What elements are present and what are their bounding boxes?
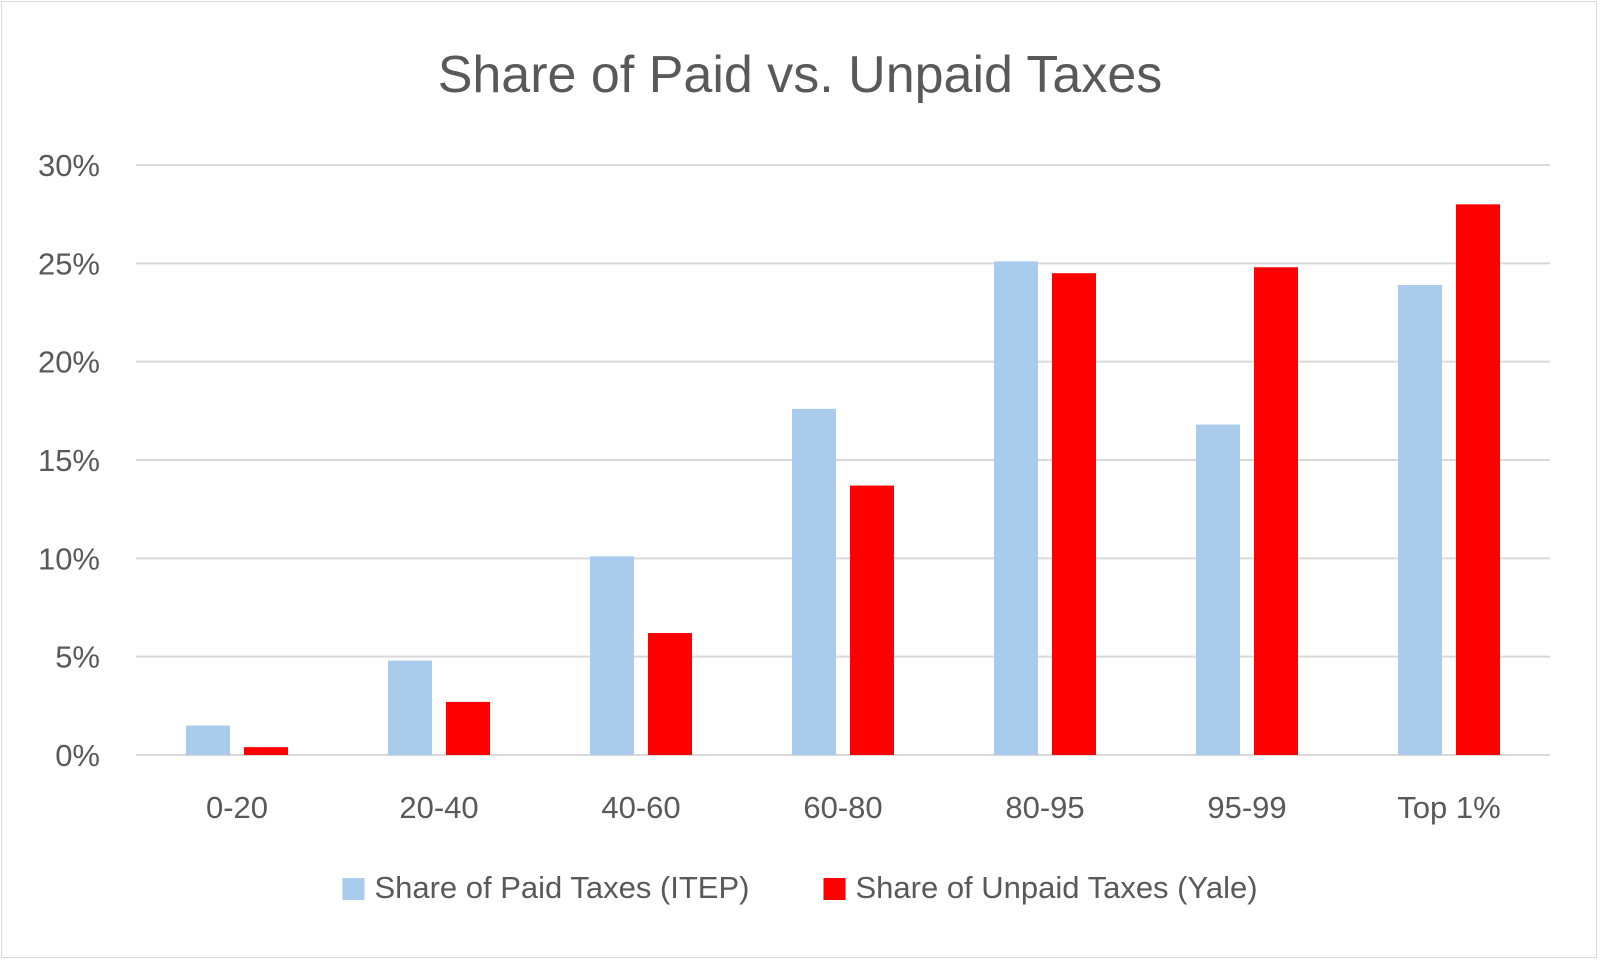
legend-label: Share of Unpaid Taxes (Yale) bbox=[855, 870, 1257, 905]
legend-item-paid: Share of Paid Taxes (ITEP) bbox=[342, 870, 749, 905]
bar-unpaid bbox=[244, 747, 288, 755]
x-tick-label: Top 1% bbox=[1397, 790, 1500, 825]
y-tick-label: 20% bbox=[38, 345, 100, 380]
bar-paid bbox=[388, 660, 432, 755]
bar-paid bbox=[994, 261, 1038, 755]
y-tick-label: 10% bbox=[38, 541, 100, 576]
x-tick-label: 20-40 bbox=[399, 790, 478, 825]
x-tick-label: 95-99 bbox=[1207, 790, 1286, 825]
bar-paid bbox=[1196, 424, 1240, 755]
bar-paid bbox=[792, 408, 836, 755]
x-tick-label: 80-95 bbox=[1005, 790, 1084, 825]
legend: Share of Paid Taxes (ITEP) Share of Unpai… bbox=[342, 870, 1258, 905]
bars bbox=[186, 204, 1500, 756]
y-tick-label: 25% bbox=[38, 246, 100, 281]
y-tick-label: 15% bbox=[38, 443, 100, 478]
bar-paid bbox=[186, 725, 230, 755]
legend-item-unpaid: Share of Unpaid Taxes (Yale) bbox=[823, 870, 1258, 905]
bar-unpaid bbox=[446, 701, 490, 755]
y-tick-label: 0% bbox=[55, 738, 100, 773]
legend-label: Share of Paid Taxes (ITEP) bbox=[374, 870, 749, 905]
bar-paid bbox=[590, 556, 634, 755]
x-tick-label: 0-20 bbox=[206, 790, 268, 825]
bar-unpaid bbox=[850, 485, 894, 755]
y-tick-label: 30% bbox=[38, 148, 100, 183]
bar-unpaid bbox=[1456, 204, 1500, 756]
bar-unpaid bbox=[1052, 273, 1096, 755]
bar-paid bbox=[1398, 284, 1442, 755]
legend-swatch bbox=[823, 878, 846, 900]
gridlines bbox=[136, 164, 1550, 756]
y-tick-label: 5% bbox=[55, 640, 100, 675]
x-axis-ticks: 0-20 20-40 40-60 60-80 80-95 95-99 Top 1% bbox=[206, 790, 1501, 825]
x-tick-label: 60-80 bbox=[803, 790, 882, 825]
bar-unpaid bbox=[1254, 267, 1298, 755]
legend-swatch bbox=[342, 878, 365, 900]
bar-unpaid bbox=[648, 633, 692, 755]
y-axis-ticks: 0% 5% 10% 15% 20% 25% 30% bbox=[38, 148, 100, 773]
chart-title: Share of Paid vs. Unpaid Taxes bbox=[438, 46, 1163, 104]
x-tick-label: 40-60 bbox=[601, 790, 680, 825]
